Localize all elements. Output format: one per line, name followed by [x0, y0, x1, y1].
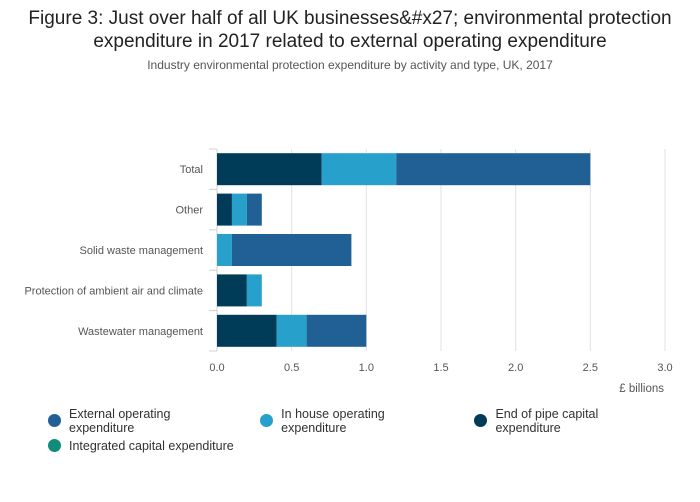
legend-label: External operating expenditure [69, 406, 171, 435]
chart-title: Figure 3: Just over half of all UK busin… [28, 8, 672, 52]
category-label: Wastewater management [78, 326, 203, 338]
bar-segment[interactable] [217, 274, 247, 307]
legend-swatch [48, 439, 61, 452]
legend-item[interactable]: Integrated capital expenditure [48, 439, 234, 453]
bar-segment[interactable] [396, 153, 591, 186]
category-label: Total [180, 164, 203, 176]
x-tick-label: 2.5 [583, 362, 598, 374]
bar-segment[interactable] [231, 193, 247, 226]
bars [217, 153, 591, 347]
x-axis-label: £ billions [619, 383, 664, 395]
legend-row: Integrated capital expenditure [48, 433, 688, 458]
category-labels: Total Other Solid waste management Protecti… [24, 164, 203, 338]
legend-label: In house operating expenditure [281, 406, 385, 435]
legend-item[interactable]: External operating expenditure [48, 407, 238, 435]
legend-row: External operating expenditure In house o… [48, 407, 688, 435]
chart-subtitle: Industry environmental protection expend… [147, 58, 553, 72]
category-label: Solid waste management [79, 245, 203, 257]
bar-segment[interactable] [246, 193, 262, 226]
legend-swatch [48, 414, 61, 427]
bar-segment[interactable] [246, 274, 262, 307]
x-tick-label: 3.0 [657, 362, 672, 374]
legend-item[interactable]: End of pipe capital expenditure [474, 407, 666, 435]
category-label: Other [175, 205, 203, 217]
x-tick-label: 0.5 [284, 362, 299, 374]
legend: External operating expenditure In house o… [48, 407, 688, 458]
bar-segment[interactable] [217, 234, 232, 266]
bar-segment[interactable] [276, 314, 307, 347]
bar-segment[interactable] [231, 234, 352, 266]
x-tick-label: 0.0 [209, 362, 224, 374]
legend-swatch [260, 414, 274, 427]
legend-label: Integrated capital expenditure [69, 438, 234, 453]
category-label: Protection of ambient air and climate [24, 285, 203, 297]
legend-swatch [474, 414, 488, 427]
x-tick-label: 2.0 [508, 362, 523, 374]
legend-item[interactable]: In house operating expenditure [260, 407, 452, 435]
bar-segment[interactable] [306, 314, 367, 347]
bar-segment[interactable] [217, 193, 232, 226]
x-tick-labels: 0.0 0.5 1.0 1.5 2.0 2.5 3.0 [209, 362, 672, 374]
legend-label: End of pipe capital expenditure [495, 406, 599, 435]
x-tick-label: 1.0 [359, 362, 374, 374]
x-tick-label: 1.5 [433, 362, 448, 374]
bar-segment[interactable] [321, 153, 397, 186]
bar-chart: 0.0 0.5 1.0 1.5 2.0 2.5 3.0 Total Other Solid wa… [24, 148, 673, 395]
bar-segment[interactable] [217, 153, 322, 186]
bar-segment[interactable] [217, 314, 277, 347]
